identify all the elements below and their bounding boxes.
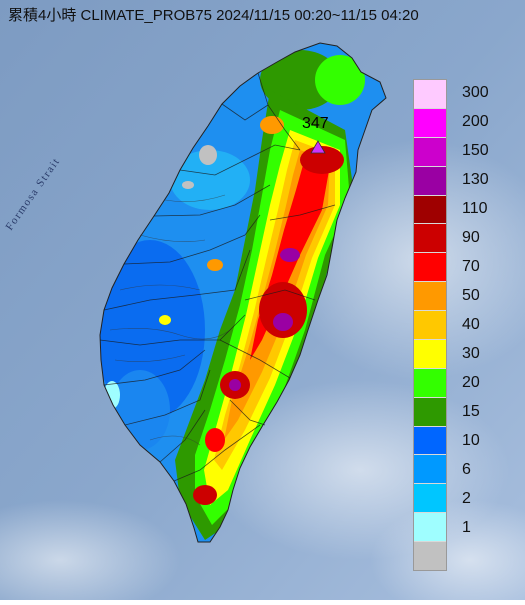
- legend-swatch: [414, 426, 446, 456]
- legend-label: 90: [462, 229, 480, 247]
- legend-label: 30: [462, 344, 480, 362]
- cloud-cover: [0, 500, 180, 605]
- legend-label: 200: [462, 113, 489, 131]
- legend-label: 70: [462, 258, 480, 276]
- county-boundaries: [99, 72, 336, 482]
- map-title: 累積4小時 CLIMATE_PROB75 2024/11/15 00:20~11…: [8, 7, 419, 24]
- legend-labels: 300 200 150 130 110 90 70 50 40 30 20 15 10 6 2 1: [462, 79, 512, 571]
- legend-swatch: [414, 108, 446, 138]
- legend-swatch: [414, 513, 446, 542]
- legend-label: 20: [462, 373, 480, 391]
- legend-label: 40: [462, 316, 480, 333]
- triangle-marker-icon: [310, 140, 326, 154]
- legend-color-bar: [413, 79, 447, 571]
- legend-swatch: [414, 282, 446, 311]
- legend-swatch: [414, 80, 446, 109]
- rivers: [109, 194, 231, 446]
- legend-label: 300: [462, 84, 489, 102]
- legend-swatch: [414, 455, 446, 485]
- legend-swatch: [414, 311, 446, 340]
- legend-label: 2: [462, 489, 471, 507]
- legend-swatch: [414, 397, 446, 427]
- legend-label: 15: [462, 402, 480, 420]
- legend-label: 10: [462, 431, 480, 449]
- legend-label: 50: [462, 287, 480, 305]
- island-outline: [99, 42, 387, 543]
- legend-label: 1: [462, 518, 471, 536]
- legend-swatch: [414, 224, 446, 254]
- legend-swatch: [414, 195, 446, 225]
- legend-label: 6: [462, 460, 471, 478]
- legend-swatch: [414, 484, 446, 514]
- legend-label: 150: [462, 142, 489, 160]
- legend-swatch: [414, 368, 446, 398]
- legend-label: 110: [462, 200, 488, 218]
- legend-swatch: [414, 339, 446, 369]
- max-value-label: 347: [302, 115, 329, 132]
- legend-swatch: [414, 542, 446, 570]
- legend-label: 130: [462, 171, 489, 189]
- cloud-cover: [370, 500, 525, 605]
- legend-swatch: [414, 166, 446, 196]
- legend-swatch: [414, 253, 446, 283]
- legend-swatch: [414, 137, 446, 167]
